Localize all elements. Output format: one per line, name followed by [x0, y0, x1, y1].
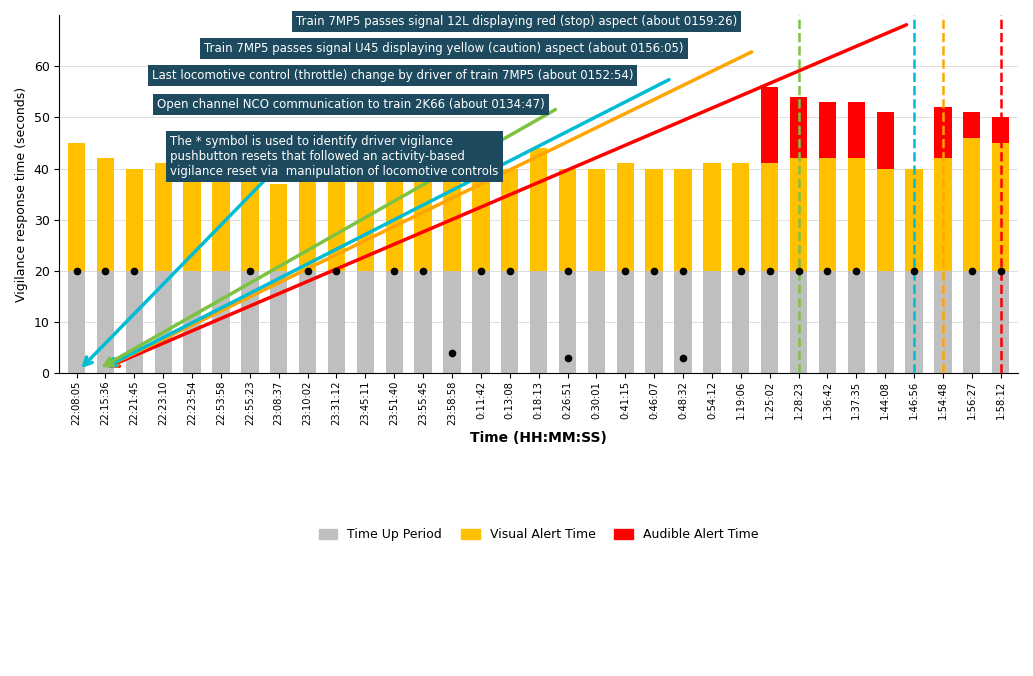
Bar — [327, 168, 345, 271]
Bar — [790, 158, 807, 271]
Bar — [963, 138, 980, 271]
Bar — [97, 271, 114, 373]
Bar — [356, 168, 374, 271]
Bar — [790, 97, 807, 158]
Bar — [617, 164, 634, 271]
Bar — [327, 271, 345, 373]
Bar — [501, 168, 519, 271]
Bar — [992, 271, 1009, 373]
Bar — [443, 271, 461, 373]
Bar — [675, 168, 692, 271]
Bar — [270, 184, 287, 271]
Bar — [819, 158, 836, 271]
Bar — [385, 271, 403, 373]
Bar — [992, 143, 1009, 271]
Bar — [501, 271, 519, 373]
Bar — [68, 271, 86, 373]
Bar — [472, 271, 490, 373]
Bar — [992, 118, 1009, 143]
Bar — [934, 158, 951, 271]
Bar — [848, 158, 865, 271]
Bar — [414, 271, 432, 373]
Bar — [703, 164, 721, 271]
Text: Train 7MP5 passes signal U45 displaying yellow (caution) aspect (about 0156:05): Train 7MP5 passes signal U45 displaying … — [205, 42, 684, 55]
Bar — [877, 112, 894, 168]
Bar — [877, 168, 894, 271]
Text: Train 7MP5 passes signal 12L displaying red (stop) aspect (about 0159:26): Train 7MP5 passes signal 12L displaying … — [295, 15, 738, 28]
Bar — [385, 158, 403, 271]
Bar — [703, 271, 721, 373]
Bar — [675, 271, 692, 373]
Bar — [126, 271, 143, 373]
Bar — [963, 112, 980, 138]
Bar — [241, 164, 258, 271]
Bar — [126, 168, 143, 271]
Bar — [97, 158, 114, 271]
Bar — [443, 168, 461, 271]
Bar — [819, 102, 836, 158]
Bar — [646, 271, 663, 373]
Bar — [761, 271, 778, 373]
Bar — [646, 168, 663, 271]
Bar — [617, 271, 634, 373]
Bar — [530, 271, 547, 373]
Bar — [299, 168, 316, 271]
Bar — [213, 168, 229, 271]
Bar — [588, 271, 605, 373]
Bar — [905, 271, 922, 373]
Bar — [790, 271, 807, 373]
Text: The * symbol is used to identify driver vigilance
pushbutton resets that followe: The * symbol is used to identify driver … — [170, 135, 499, 178]
Text: Open channel NCO communication to train 2K66 (about 0134:47): Open channel NCO communication to train … — [157, 98, 545, 111]
Bar — [848, 102, 865, 158]
Bar — [356, 271, 374, 373]
Bar — [299, 271, 316, 373]
Text: Last locomotive control (throttle) change by driver of train 7MP5 (about 0152:54: Last locomotive control (throttle) chang… — [152, 69, 633, 82]
Bar — [184, 158, 200, 271]
Bar — [761, 87, 778, 164]
Bar — [588, 168, 605, 271]
Bar — [732, 271, 750, 373]
Bar — [414, 138, 432, 271]
Bar — [184, 271, 200, 373]
Bar — [68, 143, 86, 271]
Bar — [241, 271, 258, 373]
Bar — [877, 271, 894, 373]
Bar — [934, 271, 951, 373]
Bar — [530, 148, 547, 271]
Bar — [761, 164, 778, 271]
Bar — [472, 168, 490, 271]
Bar — [270, 271, 287, 373]
Bar — [905, 168, 922, 271]
Bar — [213, 271, 229, 373]
Bar — [559, 271, 576, 373]
Bar — [934, 107, 951, 158]
Bar — [819, 271, 836, 373]
Y-axis label: Vigilance response time (seconds): Vigilance response time (seconds) — [15, 87, 28, 301]
Legend: Time Up Period, Visual Alert Time, Audible Alert Time: Time Up Period, Visual Alert Time, Audib… — [314, 523, 763, 546]
Bar — [155, 271, 171, 373]
X-axis label: Time (HH:MM:SS): Time (HH:MM:SS) — [470, 431, 607, 445]
Bar — [963, 271, 980, 373]
Bar — [848, 271, 865, 373]
Bar — [559, 168, 576, 271]
Bar — [155, 164, 171, 271]
Bar — [732, 164, 750, 271]
